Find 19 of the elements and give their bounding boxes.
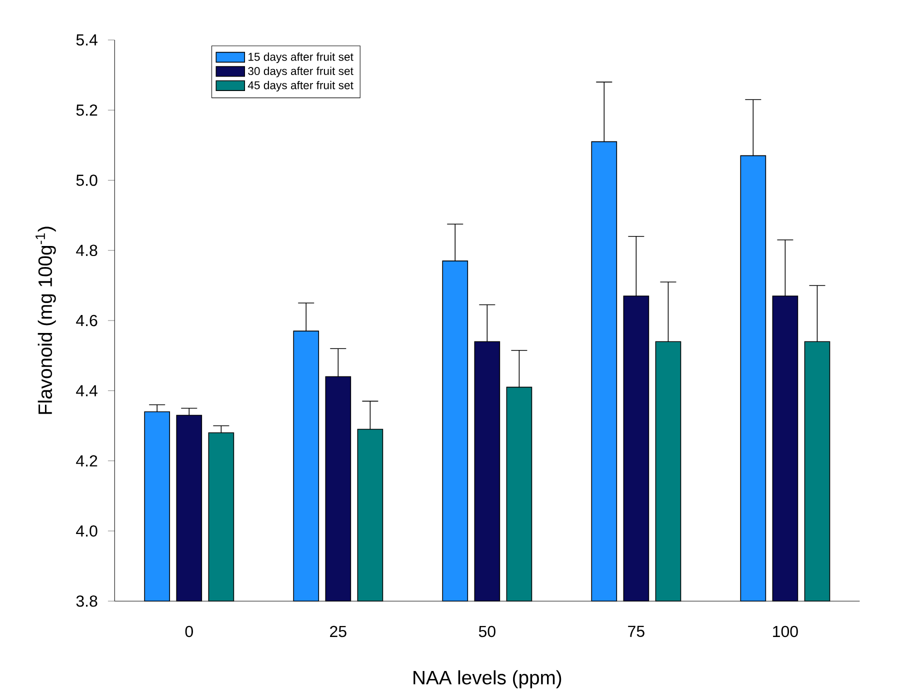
- y-tick-label: 4.8: [76, 244, 98, 256]
- y-tick-label: 4.2: [76, 455, 98, 466]
- y-tick-label: 3.8: [76, 595, 98, 607]
- y-tick-label: 4.6: [76, 314, 98, 326]
- y-tick-label: 5.2: [76, 104, 98, 116]
- x-tick-label: 75: [628, 626, 644, 637]
- x-tick-label: 25: [330, 626, 346, 637]
- legend-label: 15 days after fruit set: [248, 52, 354, 63]
- y-axis-title: Flavonoid (mg 100g$^{-1}$): [36, 226, 56, 414]
- x-tick-label: 100: [773, 626, 798, 637]
- y-tick-label: 4.4: [76, 384, 98, 396]
- legend-label: 45 days after fruit set: [248, 80, 354, 92]
- legend-label: 30 days after fruit set: [248, 66, 354, 78]
- y-tick-label: 4.0: [76, 525, 98, 536]
- y-tick-label: 5.0: [76, 174, 98, 186]
- x-tick-label: 50: [478, 626, 496, 637]
- x-tick-label: 0: [185, 626, 193, 637]
- y-tick-label: 5.4: [76, 34, 98, 46]
- x-axis-title: NAA levels (ppm): [414, 670, 562, 688]
